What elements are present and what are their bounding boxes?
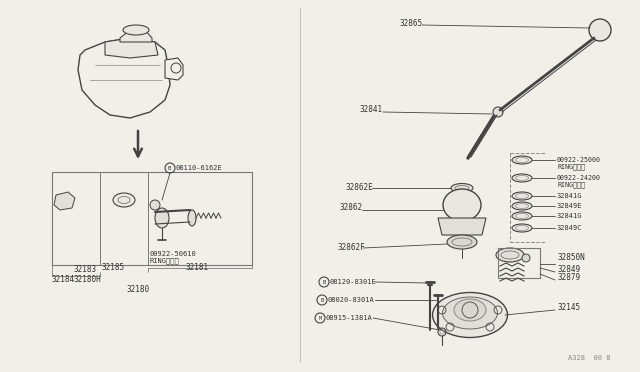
Ellipse shape — [512, 212, 532, 220]
Text: 32849C: 32849C — [557, 225, 582, 231]
Text: 32185: 32185 — [102, 263, 125, 273]
Polygon shape — [165, 58, 183, 80]
Text: 00922-50610: 00922-50610 — [150, 251, 196, 257]
Text: 32145: 32145 — [557, 304, 580, 312]
Text: 32865: 32865 — [400, 19, 423, 28]
Text: 32180: 32180 — [127, 285, 150, 295]
Bar — [498, 248, 540, 278]
Text: 08120-8301E: 08120-8301E — [330, 279, 377, 285]
Ellipse shape — [123, 25, 149, 35]
Ellipse shape — [447, 235, 477, 249]
Polygon shape — [120, 30, 152, 42]
Polygon shape — [54, 192, 75, 210]
Text: B: B — [321, 298, 324, 302]
Text: 08020-8301A: 08020-8301A — [328, 297, 375, 303]
Bar — [52, 172, 252, 265]
Polygon shape — [105, 38, 158, 58]
Ellipse shape — [512, 156, 532, 164]
Ellipse shape — [155, 208, 169, 228]
Text: RINGリング: RINGリング — [557, 164, 585, 170]
Text: 32184: 32184 — [52, 275, 75, 283]
Ellipse shape — [512, 202, 532, 210]
Text: B: B — [168, 166, 171, 170]
Text: 32862E: 32862E — [345, 183, 372, 192]
Text: 32841G: 32841G — [557, 213, 582, 219]
Ellipse shape — [188, 210, 196, 226]
Circle shape — [150, 200, 160, 210]
Polygon shape — [78, 38, 170, 118]
Text: A328  00 8: A328 00 8 — [568, 355, 611, 361]
Ellipse shape — [512, 174, 532, 182]
Text: 32180H: 32180H — [74, 275, 102, 283]
Text: 32181: 32181 — [186, 263, 209, 273]
Ellipse shape — [512, 224, 532, 232]
Text: 08915-1381A: 08915-1381A — [326, 315, 372, 321]
Circle shape — [522, 254, 530, 262]
Text: B: B — [323, 279, 326, 285]
Text: 32849: 32849 — [557, 266, 580, 275]
Ellipse shape — [113, 193, 135, 207]
Text: M: M — [319, 315, 321, 321]
Text: RINGリング: RINGリング — [557, 182, 585, 188]
Ellipse shape — [442, 297, 497, 329]
Ellipse shape — [433, 292, 508, 337]
Text: 00922-24200: 00922-24200 — [557, 175, 601, 181]
Text: 32841G: 32841G — [557, 193, 582, 199]
Text: 08110-6162E: 08110-6162E — [176, 165, 223, 171]
Ellipse shape — [454, 299, 486, 321]
Text: RINGリング: RINGリング — [150, 258, 180, 264]
Text: 32850N: 32850N — [557, 253, 585, 263]
Text: 32862: 32862 — [340, 203, 363, 212]
Ellipse shape — [496, 248, 524, 262]
Text: 32862F: 32862F — [338, 244, 365, 253]
Ellipse shape — [512, 192, 532, 200]
Text: 32841: 32841 — [360, 106, 383, 115]
Ellipse shape — [443, 189, 481, 221]
Text: 32183: 32183 — [74, 266, 97, 275]
Circle shape — [589, 19, 611, 41]
Text: 32849E: 32849E — [557, 203, 582, 209]
Text: 32879: 32879 — [557, 273, 580, 282]
Polygon shape — [438, 218, 486, 235]
Text: 00922-25000: 00922-25000 — [557, 157, 601, 163]
Circle shape — [493, 107, 503, 117]
Ellipse shape — [451, 183, 473, 192]
